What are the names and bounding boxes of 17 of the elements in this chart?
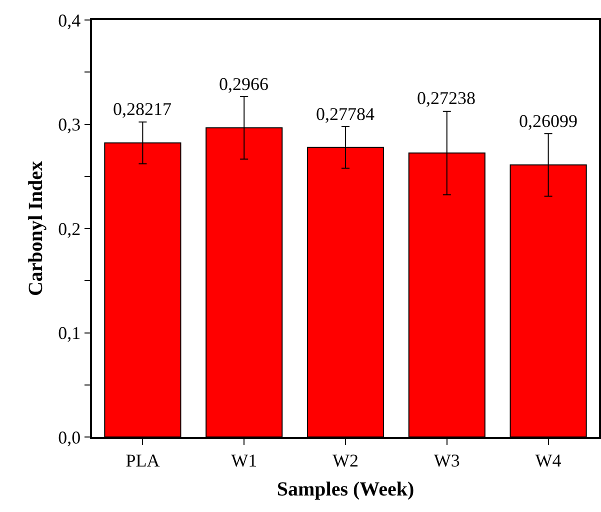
y-tick-label: 0,1: [58, 323, 81, 344]
data-label: 0,26099: [519, 111, 578, 131]
data-label: 0,28217: [113, 99, 172, 119]
data-label: 0,2966: [219, 74, 268, 94]
x-tick-label: PLA: [126, 450, 160, 470]
x-axis-title: Samples (Week): [276, 478, 414, 500]
x-tick-label: W4: [535, 450, 562, 470]
y-tick-label: 0,3: [58, 114, 81, 135]
y-tick-label: 0,4: [58, 10, 81, 30]
y-axis-title: Carbonyl Index: [25, 160, 48, 296]
x-tick-label: W2: [332, 450, 358, 470]
data-label: 0,27784: [316, 104, 374, 124]
y-tick-label: 0,2: [58, 218, 81, 239]
y-tick-label: 0,0: [58, 427, 81, 448]
x-tick-label: W1: [231, 450, 258, 470]
x-tick-label: W3: [434, 450, 460, 470]
data-label: 0,27238: [417, 88, 476, 108]
